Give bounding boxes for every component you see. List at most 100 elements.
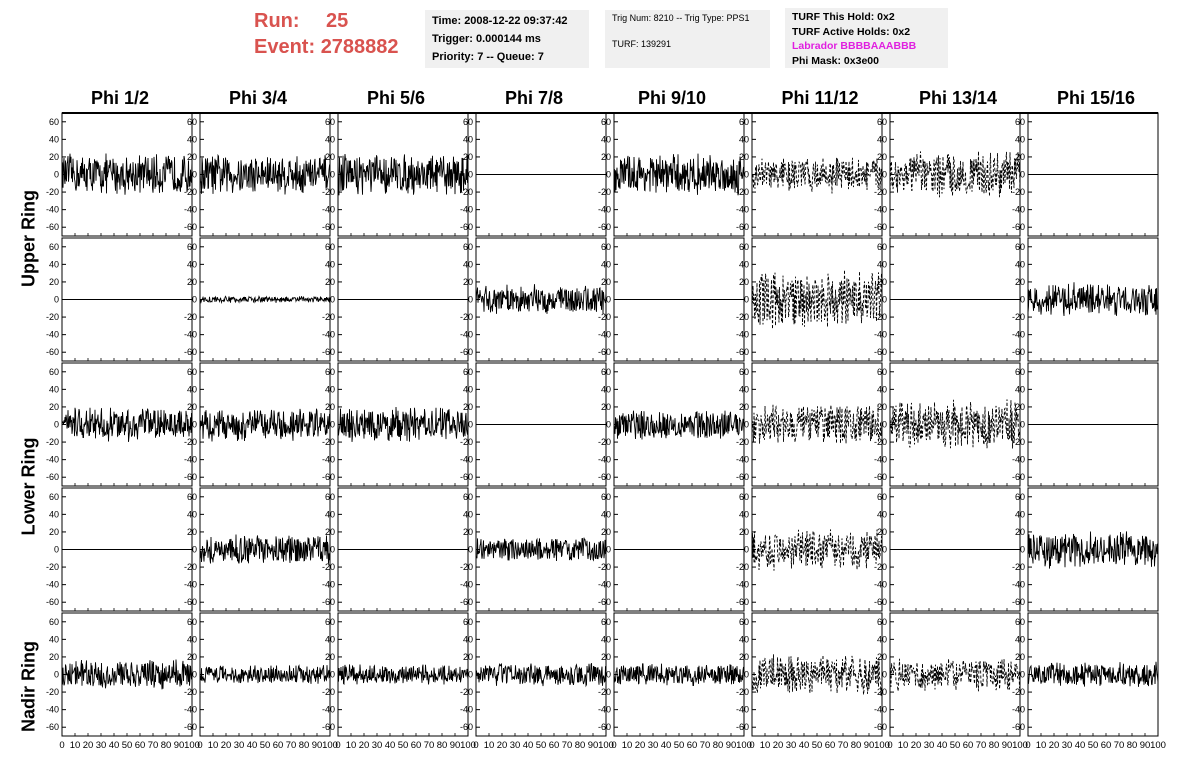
- waveform-trace: [751, 157, 883, 194]
- y-tick-label: 60: [601, 242, 611, 252]
- y-tick-label: 40: [187, 509, 197, 519]
- y-tick-label: 20: [739, 402, 749, 412]
- y-tick-label: 0: [882, 295, 887, 305]
- y-tick-label: 20: [1015, 277, 1025, 287]
- y-tick-label: -60: [184, 347, 197, 357]
- x-tick-label: 80: [161, 740, 172, 751]
- column-header-phi-9-10: Phi 9/10: [637, 88, 707, 108]
- x-tick-label: 90: [450, 740, 461, 751]
- y-tick-label: -40: [184, 580, 197, 590]
- x-tick-label: 100: [184, 740, 200, 751]
- turf-info-box: TURF This Hold: 0x2 TURF Active Holds: 0…: [785, 8, 948, 68]
- y-tick-label: 0: [330, 670, 335, 680]
- x-tick-label: 50: [812, 740, 823, 751]
- x-tick-label: 70: [700, 740, 711, 751]
- x-tick-label: 50: [398, 740, 409, 751]
- y-tick-label: -20: [598, 437, 611, 447]
- x-tick-label: 0: [59, 740, 64, 751]
- y-tick-label: 0: [1020, 295, 1025, 305]
- panel-frame: [751, 612, 883, 737]
- y-tick-label: 0: [192, 670, 197, 680]
- y-tick-label: 60: [49, 492, 59, 502]
- y-tick-label: -40: [874, 455, 887, 465]
- y-tick-label: 0: [744, 670, 749, 680]
- waveform-panel: -60 -40 -20 0 20 40 60: [322, 487, 469, 612]
- waveform-panel: -60 -40 -20 0 20 40 60: [736, 487, 883, 612]
- x-tick-label: 30: [924, 740, 935, 751]
- y-tick-label: 0: [882, 670, 887, 680]
- run-label: Run:: [254, 10, 300, 32]
- trigger-text: Trigger: 0.000144 ms: [432, 33, 541, 45]
- y-tick-label: -60: [184, 722, 197, 732]
- waveform-panel: -60 -40 -20 0 20 40 60: [598, 487, 745, 612]
- waveform-panel: -60 -40 -20 0 20 40 60: [184, 112, 331, 237]
- x-tick-label: 80: [437, 740, 448, 751]
- y-tick-label: 0: [468, 170, 473, 180]
- y-tick-label: 0: [192, 545, 197, 555]
- y-tick-label: -40: [874, 205, 887, 215]
- x-tick-label: 70: [148, 740, 159, 751]
- y-tick-label: 40: [463, 259, 473, 269]
- turf-num-text: TURF: 139291: [612, 39, 672, 49]
- y-tick-label: 60: [463, 117, 473, 127]
- y-tick-label: -60: [736, 722, 749, 732]
- waveform-panel: -60 -40 -20 0 20 40 60: [598, 112, 745, 237]
- y-tick-label: -40: [460, 705, 473, 715]
- x-tick-label: 100: [1012, 740, 1028, 751]
- y-tick-label: 20: [463, 652, 473, 662]
- x-tick-label: 90: [312, 740, 323, 751]
- panel-frame: [751, 237, 883, 362]
- y-tick-label: -40: [184, 455, 197, 465]
- x-tick-label: 70: [1114, 740, 1125, 751]
- y-tick-label: 40: [1015, 384, 1025, 394]
- waveform-trace: [199, 408, 331, 442]
- y-tick-label: 40: [739, 634, 749, 644]
- y-tick-label: -20: [322, 562, 335, 572]
- waveform-panel: -60 -40 -20 0 20 40 60: [184, 612, 331, 737]
- x-tick-label: 40: [523, 740, 534, 751]
- y-tick-label: 60: [1015, 617, 1025, 627]
- y-tick-label: 60: [1015, 117, 1025, 127]
- x-tick-label: 0: [197, 740, 202, 751]
- x-tick-label: 90: [588, 740, 599, 751]
- y-tick-label: 40: [463, 134, 473, 144]
- y-tick-label: -60: [874, 597, 887, 607]
- y-tick-label: 40: [187, 134, 197, 144]
- x-tick-label: 20: [773, 740, 784, 751]
- y-tick-label: 40: [739, 384, 749, 394]
- y-tick-label: 40: [1015, 259, 1025, 269]
- y-tick-label: 0: [330, 295, 335, 305]
- run-value: 25: [326, 10, 349, 32]
- y-tick-label: -60: [736, 222, 749, 232]
- x-tick-label: 30: [372, 740, 383, 751]
- y-tick-label: 20: [187, 402, 197, 412]
- y-tick-label: 40: [739, 259, 749, 269]
- y-tick-label: 20: [739, 277, 749, 287]
- x-tick-label: 10: [1036, 740, 1047, 751]
- waveform-panel: -60 -40 -20 0 20 40 60: [46, 362, 193, 487]
- y-tick-label: 20: [325, 152, 335, 162]
- y-tick-label: 60: [739, 367, 749, 377]
- time-text: Time: 2008-12-22 09:37:42: [432, 15, 568, 27]
- y-tick-label: -20: [1012, 437, 1025, 447]
- y-tick-label: -20: [598, 687, 611, 697]
- y-tick-label: 40: [49, 134, 59, 144]
- x-tick-label: 20: [497, 740, 508, 751]
- y-tick-label: -60: [1012, 472, 1025, 482]
- y-tick-label: 60: [187, 367, 197, 377]
- x-tick-label: 30: [96, 740, 107, 751]
- y-tick-label: 20: [877, 652, 887, 662]
- y-tick-label: 20: [877, 277, 887, 287]
- y-tick-label: 40: [877, 509, 887, 519]
- y-tick-label: -20: [184, 312, 197, 322]
- y-tick-label: -60: [874, 472, 887, 482]
- panel-frame: [751, 362, 883, 487]
- y-tick-label: -20: [46, 437, 59, 447]
- y-tick-label: 60: [601, 117, 611, 127]
- y-tick-label: -40: [598, 205, 611, 215]
- y-tick-label: -20: [598, 562, 611, 572]
- waveform-trace: [199, 153, 331, 195]
- y-tick-label: 20: [187, 527, 197, 537]
- y-tick-label: 0: [882, 545, 887, 555]
- y-tick-label: -60: [46, 472, 59, 482]
